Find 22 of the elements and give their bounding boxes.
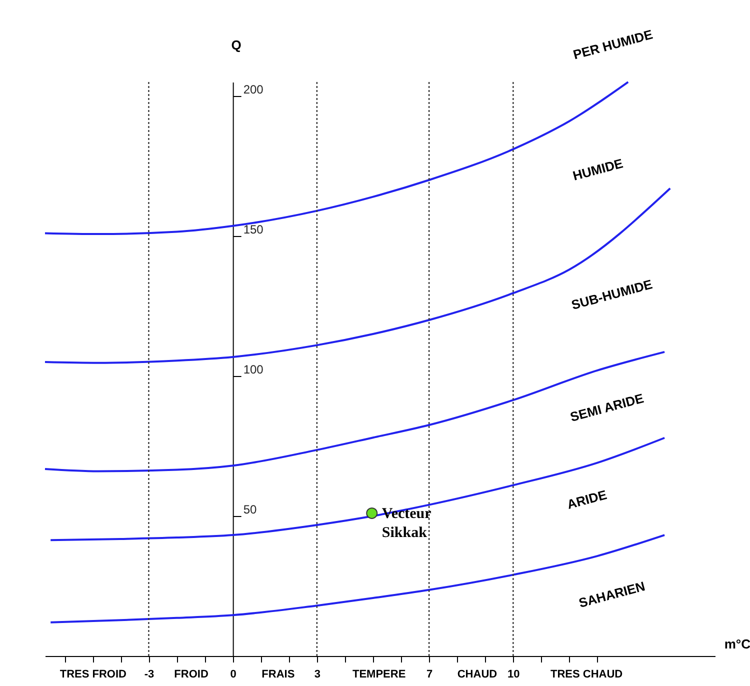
x-tick-label: CHAUD bbox=[457, 668, 498, 680]
x-tick-label: TEMPERE bbox=[352, 668, 406, 680]
x-tick-label: 3 bbox=[314, 668, 320, 680]
annotation: Vecteur Sikkak bbox=[382, 506, 432, 542]
x-tick-label: TRES FROID bbox=[60, 668, 127, 680]
x-tick-label: FROID bbox=[174, 668, 208, 680]
x-tick-label: 10 bbox=[508, 668, 520, 680]
y-tick-label: 150 bbox=[243, 222, 264, 236]
y-tick-label: 50 bbox=[243, 502, 257, 516]
x-tick-label: -3 bbox=[144, 668, 154, 680]
x-tick-label: TRES CHAUD bbox=[550, 668, 623, 680]
annotation: HUMIDE bbox=[571, 156, 625, 184]
y-tick-label: 100 bbox=[243, 362, 264, 376]
y-axis-title: Q bbox=[231, 38, 242, 52]
y-tick-label: 200 bbox=[243, 82, 264, 96]
annotation: SEMI ARIDE bbox=[568, 390, 646, 425]
x-tick-label: 7 bbox=[426, 668, 433, 680]
x-axis-title: m°C bbox=[724, 636, 750, 652]
annotation: ARIDE bbox=[565, 486, 609, 512]
text: PER HUMIDE bbox=[572, 26, 655, 62]
x-tick-label: 0 bbox=[230, 668, 236, 680]
x-tick-label: FRAIS bbox=[262, 668, 295, 680]
